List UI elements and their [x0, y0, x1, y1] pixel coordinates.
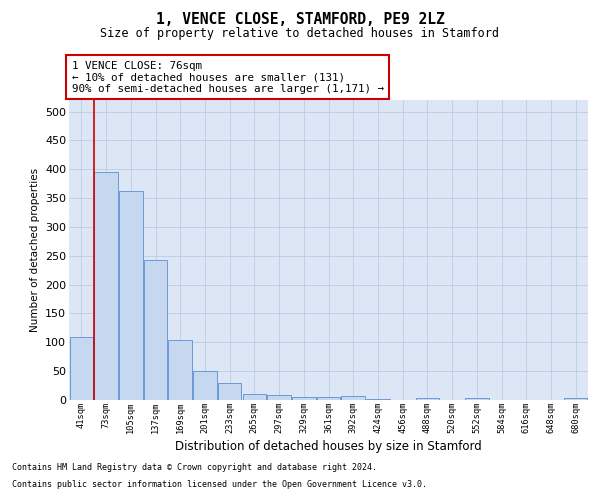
Bar: [144, 260, 167, 400]
Text: Contains HM Land Registry data © Crown copyright and database right 2024.: Contains HM Land Registry data © Crown c…: [12, 462, 377, 471]
Bar: [341, 396, 365, 400]
Bar: [465, 398, 488, 400]
Text: Size of property relative to detached houses in Stamford: Size of property relative to detached ho…: [101, 28, 499, 40]
Bar: [70, 336, 93, 400]
Text: 1, VENCE CLOSE, STAMFORD, PE9 2LZ: 1, VENCE CLOSE, STAMFORD, PE9 2LZ: [155, 12, 445, 28]
Text: Contains public sector information licensed under the Open Government Licence v3: Contains public sector information licen…: [12, 480, 427, 489]
Bar: [268, 396, 291, 400]
Bar: [366, 399, 389, 400]
Bar: [416, 398, 439, 400]
Bar: [193, 371, 217, 400]
Bar: [94, 172, 118, 400]
Bar: [317, 397, 340, 400]
Bar: [242, 394, 266, 400]
Y-axis label: Number of detached properties: Number of detached properties: [29, 168, 40, 332]
Bar: [169, 340, 192, 400]
Bar: [292, 396, 316, 400]
Bar: [218, 382, 241, 400]
Text: 1 VENCE CLOSE: 76sqm
← 10% of detached houses are smaller (131)
90% of semi-deta: 1 VENCE CLOSE: 76sqm ← 10% of detached h…: [71, 61, 383, 94]
X-axis label: Distribution of detached houses by size in Stamford: Distribution of detached houses by size …: [175, 440, 482, 453]
Bar: [119, 191, 143, 400]
Bar: [564, 398, 587, 400]
